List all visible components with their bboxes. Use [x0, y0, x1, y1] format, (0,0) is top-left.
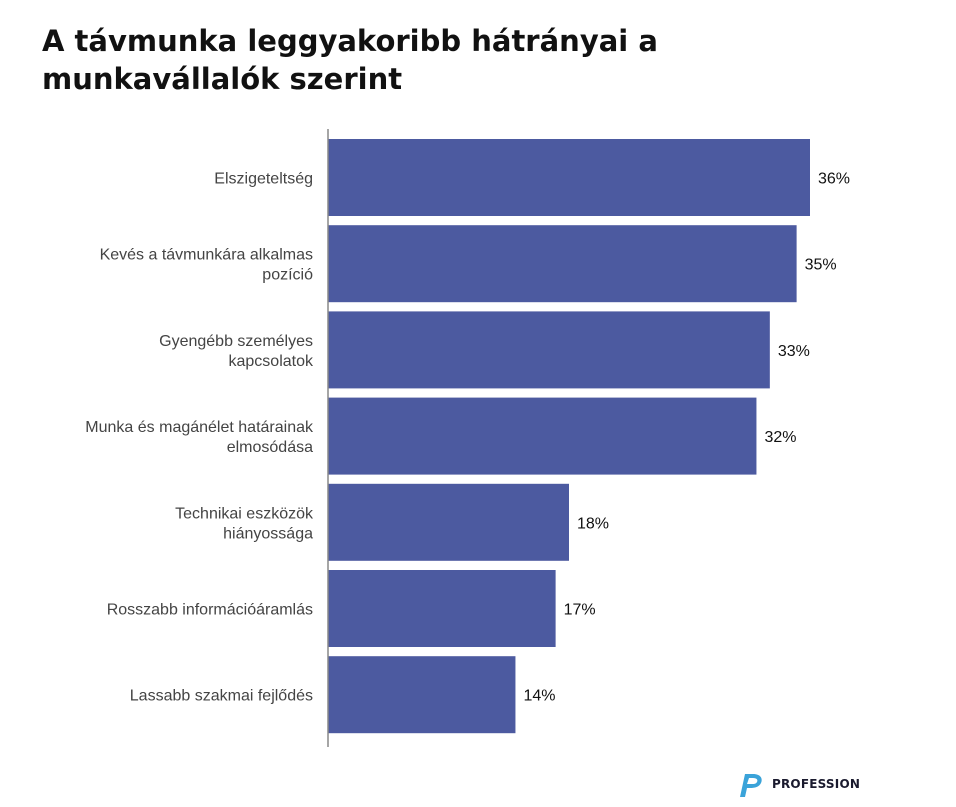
logo-main-shape: [747, 778, 758, 784]
data-label-2: 35%: [805, 257, 837, 274]
bar-2: [328, 225, 797, 303]
data-label-4: 32%: [764, 429, 796, 446]
bar-7: [328, 656, 516, 734]
brand-logo: PROFESSION: [738, 770, 860, 798]
data-label-6: 17%: [564, 602, 596, 619]
profession-logo-icon: [740, 774, 762, 797]
bar-1: [328, 139, 810, 216]
chart-title: A távmunka leggyakoribb hátrányai a munk…: [42, 24, 658, 96]
bar-3: [328, 311, 770, 389]
data-label-1: 36%: [818, 171, 850, 188]
bar-6: [328, 570, 556, 647]
brand-name: PROFESSION: [772, 777, 861, 791]
bar-4: [328, 397, 757, 475]
data-label-3: 33%: [778, 343, 810, 360]
category-label-3: Gyengébb személyes kapcsolatok: [159, 333, 314, 370]
category-label-1: Elszigeteltség: [214, 171, 313, 188]
category-label-5: Technikai eszközök hiányossága: [175, 505, 314, 542]
category-label-2: Kevés a távmunkára alkalmas pozíció: [100, 247, 314, 284]
category-label-7: Lassabb szakmai fejlődés: [130, 688, 313, 705]
category-label-4: Munka és magánélet határainak elmosódása: [85, 419, 314, 456]
logo-accent-shape: [740, 774, 762, 797]
data-label-7: 14%: [523, 688, 555, 705]
category-label-6: Rosszabb információáramlás: [107, 602, 313, 619]
bar-5: [328, 483, 569, 561]
data-label-5: 18%: [577, 515, 609, 532]
